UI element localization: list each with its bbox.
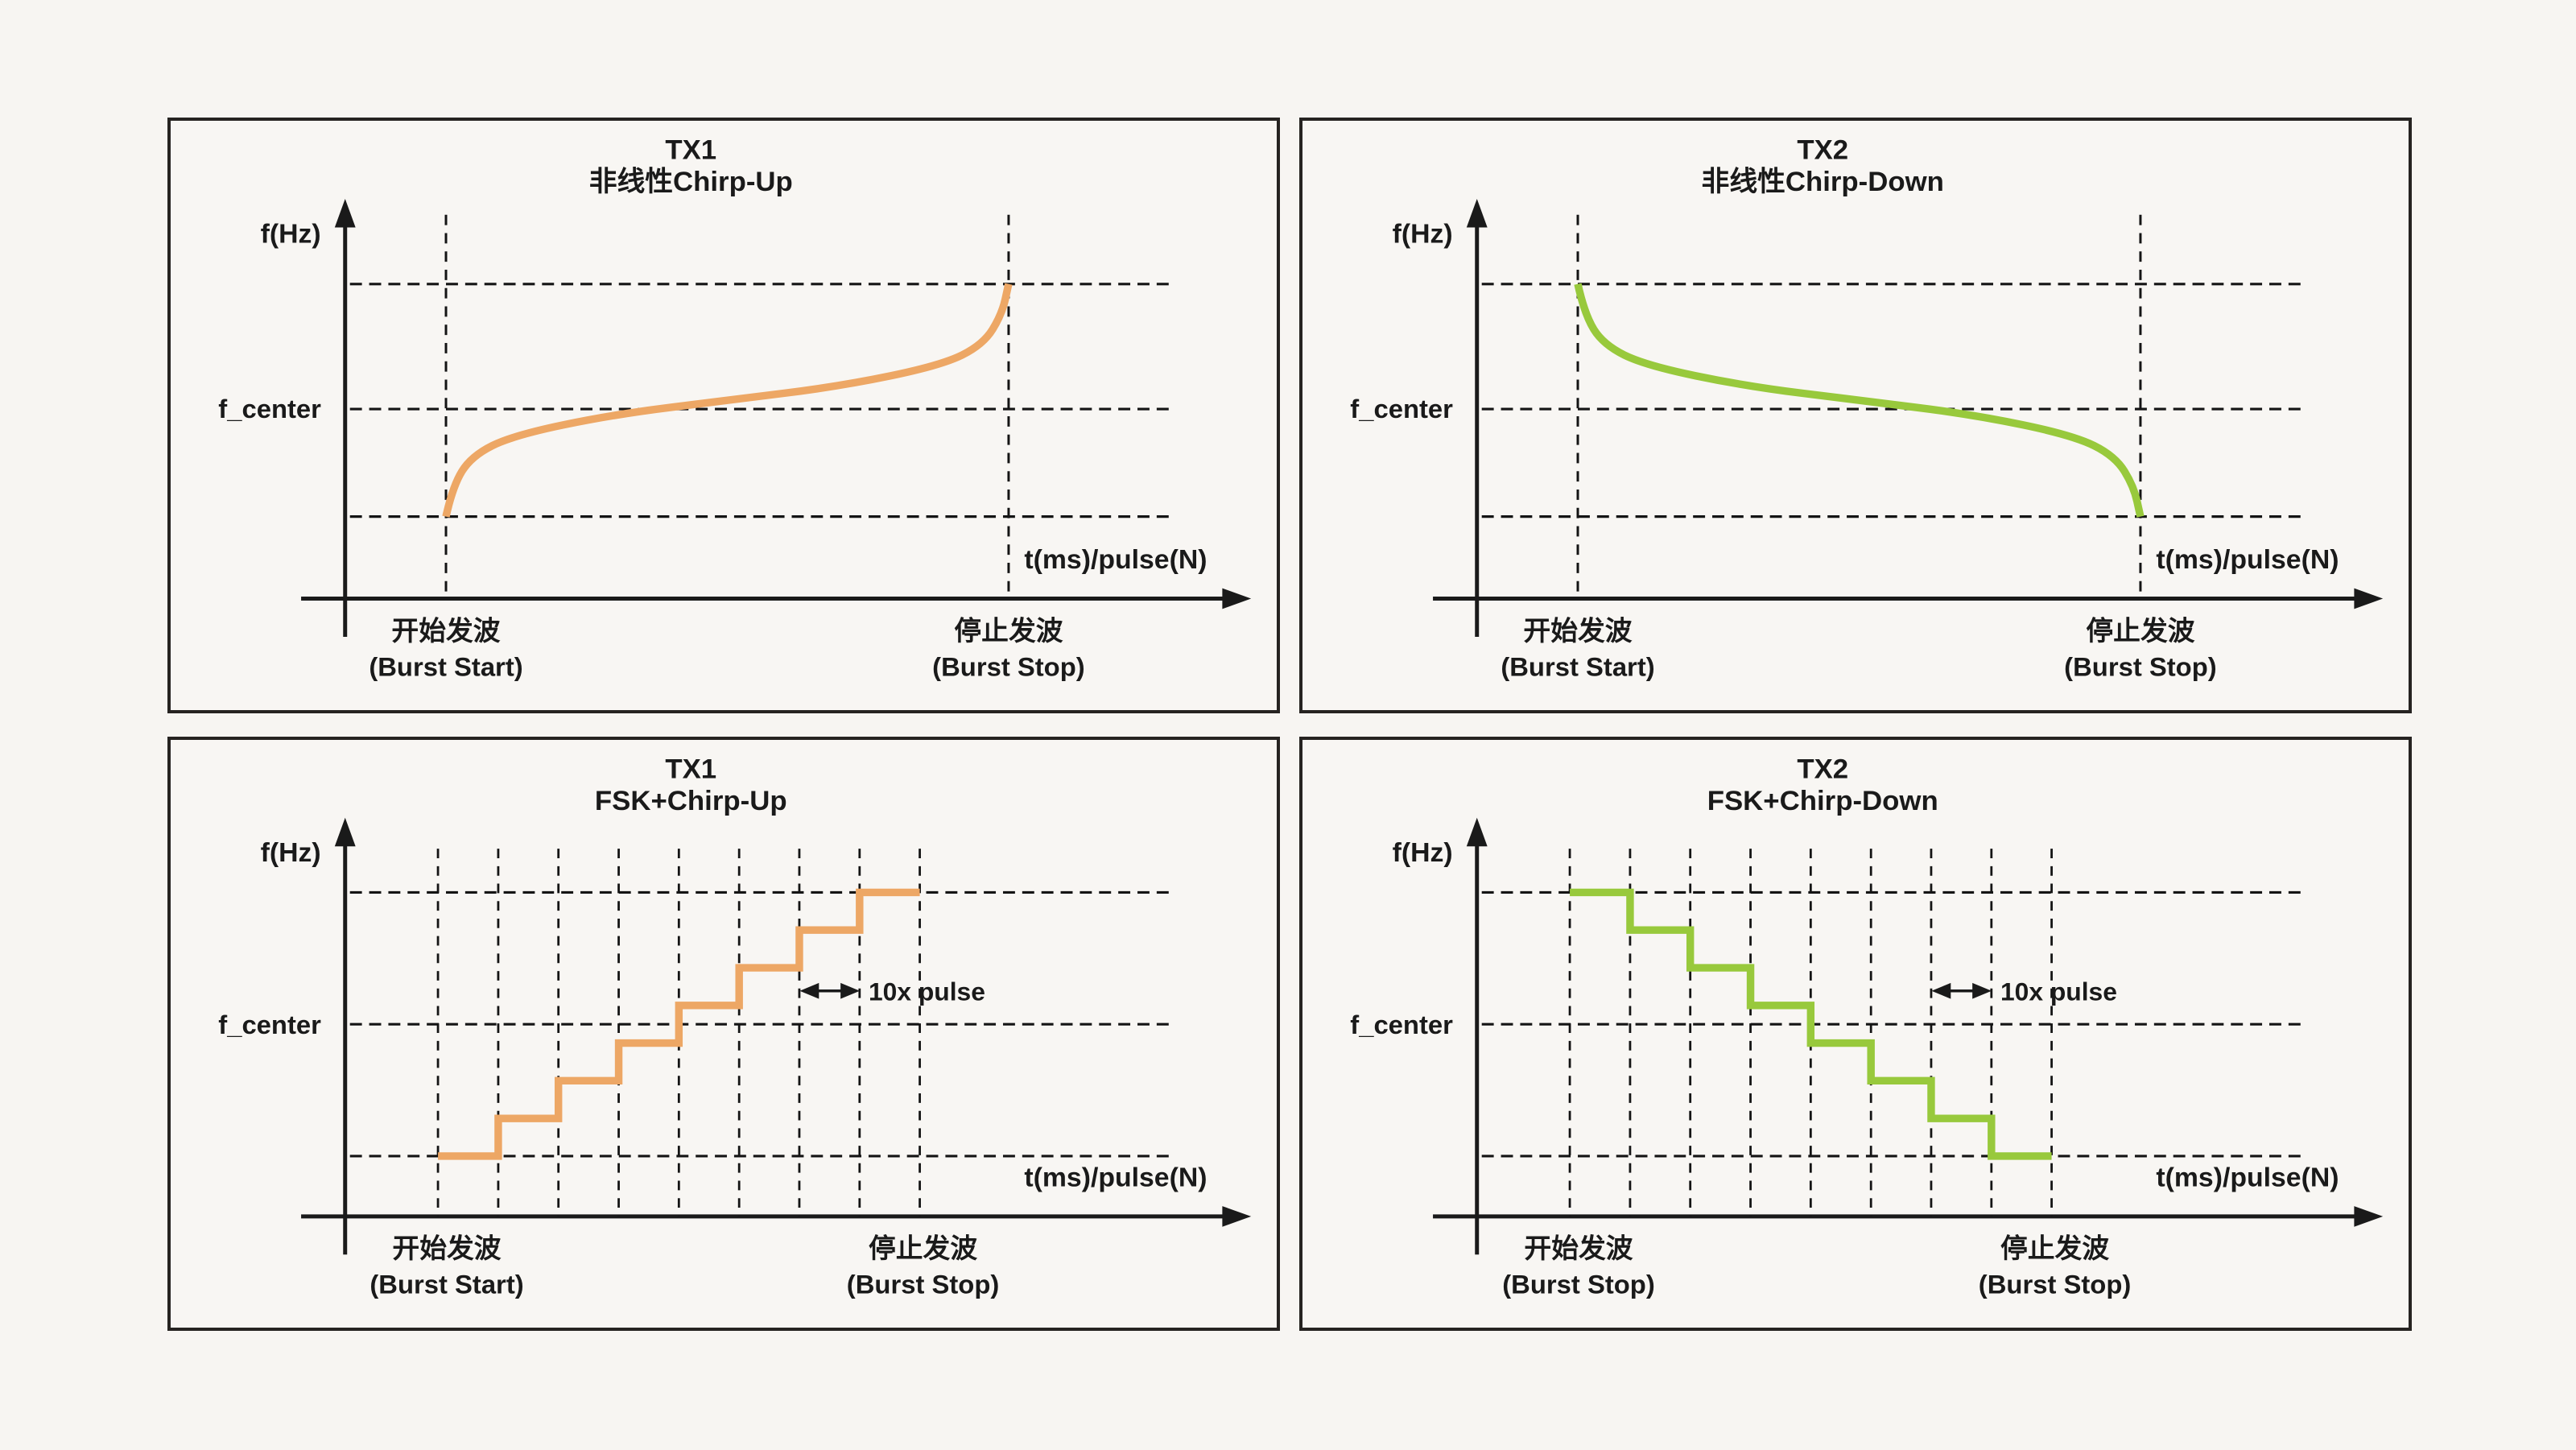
axes bbox=[301, 198, 1252, 637]
x-axis-arrow-icon bbox=[1222, 588, 1252, 609]
fsk-up-staircase bbox=[438, 888, 920, 1160]
arrow-right-icon bbox=[840, 982, 861, 999]
axes bbox=[1433, 817, 2384, 1255]
panel-title-line2: 非线性Chirp-Down bbox=[1702, 166, 1944, 197]
axes bbox=[1433, 198, 2384, 637]
chart-tx1-fsk-chirp-up: TX1 FSK+Chirp-Up f(Hz) t(ms)/pulse(N) f_… bbox=[218, 754, 1252, 1299]
y-axis-arrow-icon bbox=[1466, 817, 1488, 847]
axes bbox=[301, 817, 1252, 1255]
burst-stop-label-en: (Burst Stop) bbox=[847, 1270, 999, 1299]
burst-start-label-en: (Burst Start) bbox=[1501, 652, 1654, 682]
burst-stop-label-zh: 停止发波 bbox=[954, 616, 1063, 647]
burst-start-label-zh: 开始发波 bbox=[1523, 616, 1632, 647]
panel-tx1-fsk-chirp-up: TX1 FSK+Chirp-Up f(Hz) t(ms)/pulse(N) f_… bbox=[167, 737, 1280, 1331]
f-center-label: f_center bbox=[1350, 1010, 1453, 1039]
chart-tx2-fsk-chirp-down: TX2 FSK+Chirp-Down f(Hz) t(ms)/pulse(N) … bbox=[1350, 754, 2384, 1299]
burst-stop-label-zh: 停止发波 bbox=[2086, 616, 2194, 647]
burst-start-label-en: (Burst Start) bbox=[369, 1270, 523, 1299]
burst-boundary-lines bbox=[444, 214, 1010, 599]
f-center-label: f_center bbox=[218, 394, 321, 423]
panel-title-line2: FSK+Chirp-Up bbox=[595, 786, 787, 816]
panel-title-line2: 非线性Chirp-Up bbox=[589, 166, 793, 197]
arrow-right-icon bbox=[1972, 982, 1992, 999]
panel-title-line2: FSK+Chirp-Down bbox=[1707, 786, 1938, 816]
panel-title-line1: TX2 bbox=[1797, 754, 1848, 784]
burst-stop-label-en: (Burst Stop) bbox=[932, 652, 1084, 682]
burst-stop-label-zh: 停止发波 bbox=[2000, 1233, 2109, 1264]
pulse-width-label: 10x pulse bbox=[869, 977, 985, 1006]
burst-start-label-zh: 开始发波 bbox=[391, 616, 500, 647]
chirp-down-curve bbox=[1574, 283, 2145, 518]
panel-tx2-fsk-chirp-down: TX2 FSK+Chirp-Down f(Hz) t(ms)/pulse(N) … bbox=[1299, 737, 2412, 1331]
x-axis-arrow-icon bbox=[2354, 588, 2384, 609]
burst-stop-label-en: (Burst Stop) bbox=[1979, 1270, 2131, 1299]
burst-start-label-zh: 开始发波 bbox=[392, 1233, 501, 1264]
burst-start-label-en: (Burst Stop) bbox=[1502, 1270, 1654, 1299]
burst-boundary-lines bbox=[1576, 214, 2142, 599]
frequency-gridlines bbox=[1481, 283, 2307, 518]
f-center-label: f_center bbox=[1350, 394, 1453, 423]
y-axis-arrow-icon bbox=[334, 198, 356, 228]
frequency-gridlines bbox=[349, 283, 1175, 518]
panel-title-line1: TX2 bbox=[1797, 135, 1848, 166]
burst-start-label-en: (Burst Start) bbox=[369, 652, 522, 682]
arrow-left-icon bbox=[1931, 982, 1951, 999]
burst-stop-label-en: (Burst Stop) bbox=[2064, 652, 2216, 682]
burst-stop-label-zh: 停止发波 bbox=[869, 1233, 977, 1264]
chirp-up-curve bbox=[442, 283, 1013, 518]
x-axis-label: t(ms)/pulse(N) bbox=[1024, 544, 1207, 575]
pulse-width-annotation: 10x pulse bbox=[1931, 977, 2117, 1006]
pulse-width-annotation: 10x pulse bbox=[799, 977, 985, 1006]
panel-title-line1: TX1 bbox=[665, 135, 716, 166]
pulse-width-label: 10x pulse bbox=[2000, 977, 2117, 1006]
chart-tx2-nonlinear-chirp-down: TX2 非线性Chirp-Down f(Hz) t(ms)/pulse(N) f… bbox=[1350, 135, 2384, 682]
y-axis-label: f(Hz) bbox=[1393, 218, 1453, 249]
panel-tx1-nonlinear-chirp-up: TX1 非线性Chirp-Up f(Hz) t(ms)/pulse(N) f_c… bbox=[167, 118, 1280, 713]
fsk-down-staircase bbox=[1570, 888, 2052, 1160]
x-axis-label: t(ms)/pulse(N) bbox=[2156, 1163, 2339, 1193]
panel-tx2-nonlinear-chirp-down: TX2 非线性Chirp-Down f(Hz) t(ms)/pulse(N) f… bbox=[1299, 118, 2412, 713]
y-axis-label: f(Hz) bbox=[1393, 838, 1453, 868]
x-axis-label: t(ms)/pulse(N) bbox=[2156, 544, 2339, 575]
f-center-label: f_center bbox=[218, 1010, 321, 1039]
y-axis-label: f(Hz) bbox=[261, 218, 321, 249]
x-axis-label: t(ms)/pulse(N) bbox=[1024, 1163, 1207, 1193]
y-axis-arrow-icon bbox=[1466, 198, 1488, 228]
panel-title-line1: TX1 bbox=[665, 754, 716, 784]
x-axis-arrow-icon bbox=[1222, 1206, 1252, 1227]
x-axis-arrow-icon bbox=[2354, 1206, 2384, 1227]
frequency-gridlines bbox=[349, 890, 1175, 1158]
frequency-gridlines bbox=[1481, 890, 2307, 1158]
burst-start-label-zh: 开始发波 bbox=[1524, 1233, 1633, 1264]
y-axis-arrow-icon bbox=[334, 817, 356, 847]
y-axis-label: f(Hz) bbox=[261, 838, 321, 868]
arrow-left-icon bbox=[799, 982, 819, 999]
chart-tx1-nonlinear-chirp-up: TX1 非线性Chirp-Up f(Hz) t(ms)/pulse(N) f_c… bbox=[218, 135, 1252, 682]
